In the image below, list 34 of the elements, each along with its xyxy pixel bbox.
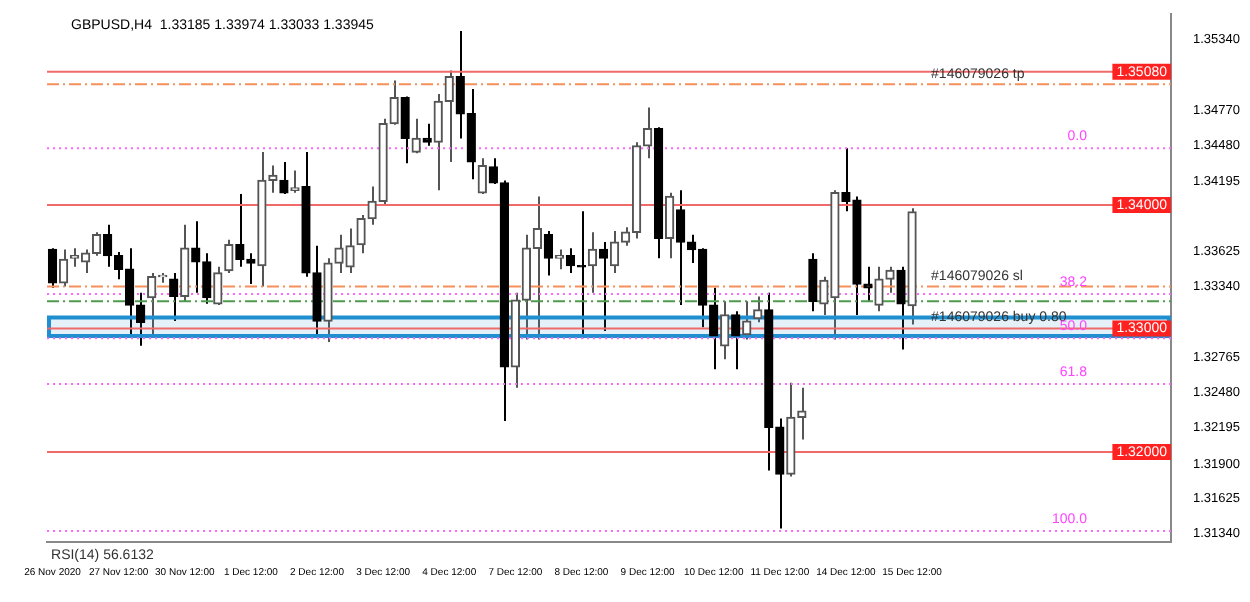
- candlestick: [863, 265, 873, 303]
- candlestick: [675, 189, 686, 307]
- candlestick: [896, 265, 906, 351]
- candlestick: [191, 220, 201, 294]
- candlestick: [411, 117, 421, 155]
- candlestick: [885, 265, 895, 294]
- candlestick: [664, 191, 675, 260]
- candlestick: [224, 238, 234, 274]
- candlestick: [180, 223, 190, 303]
- candlestick: [543, 230, 554, 277]
- candlestick: [642, 106, 653, 160]
- candlestick: [731, 310, 741, 371]
- candlestick: [169, 271, 179, 323]
- candlestick: [587, 231, 598, 294]
- candlestick: [400, 95, 410, 165]
- candlestick: [808, 252, 818, 313]
- candlestick: [136, 291, 146, 347]
- candlestick: [290, 169, 300, 194]
- candlestick: [58, 248, 69, 288]
- candlestick: [598, 241, 609, 332]
- candlestick: [47, 247, 58, 289]
- candlestick: [202, 252, 212, 305]
- candlestick: [753, 295, 763, 324]
- candlestick: [874, 265, 884, 313]
- candlestick: [709, 286, 719, 371]
- candlestick: [720, 300, 730, 361]
- candlestick: [742, 300, 752, 341]
- candlestick: [312, 244, 322, 336]
- candlestick: [279, 160, 289, 195]
- candlestick: [609, 230, 620, 274]
- candlestick: [488, 157, 498, 186]
- candlestick: [554, 248, 565, 271]
- candlestick: [477, 157, 487, 195]
- candlestick: [213, 265, 223, 307]
